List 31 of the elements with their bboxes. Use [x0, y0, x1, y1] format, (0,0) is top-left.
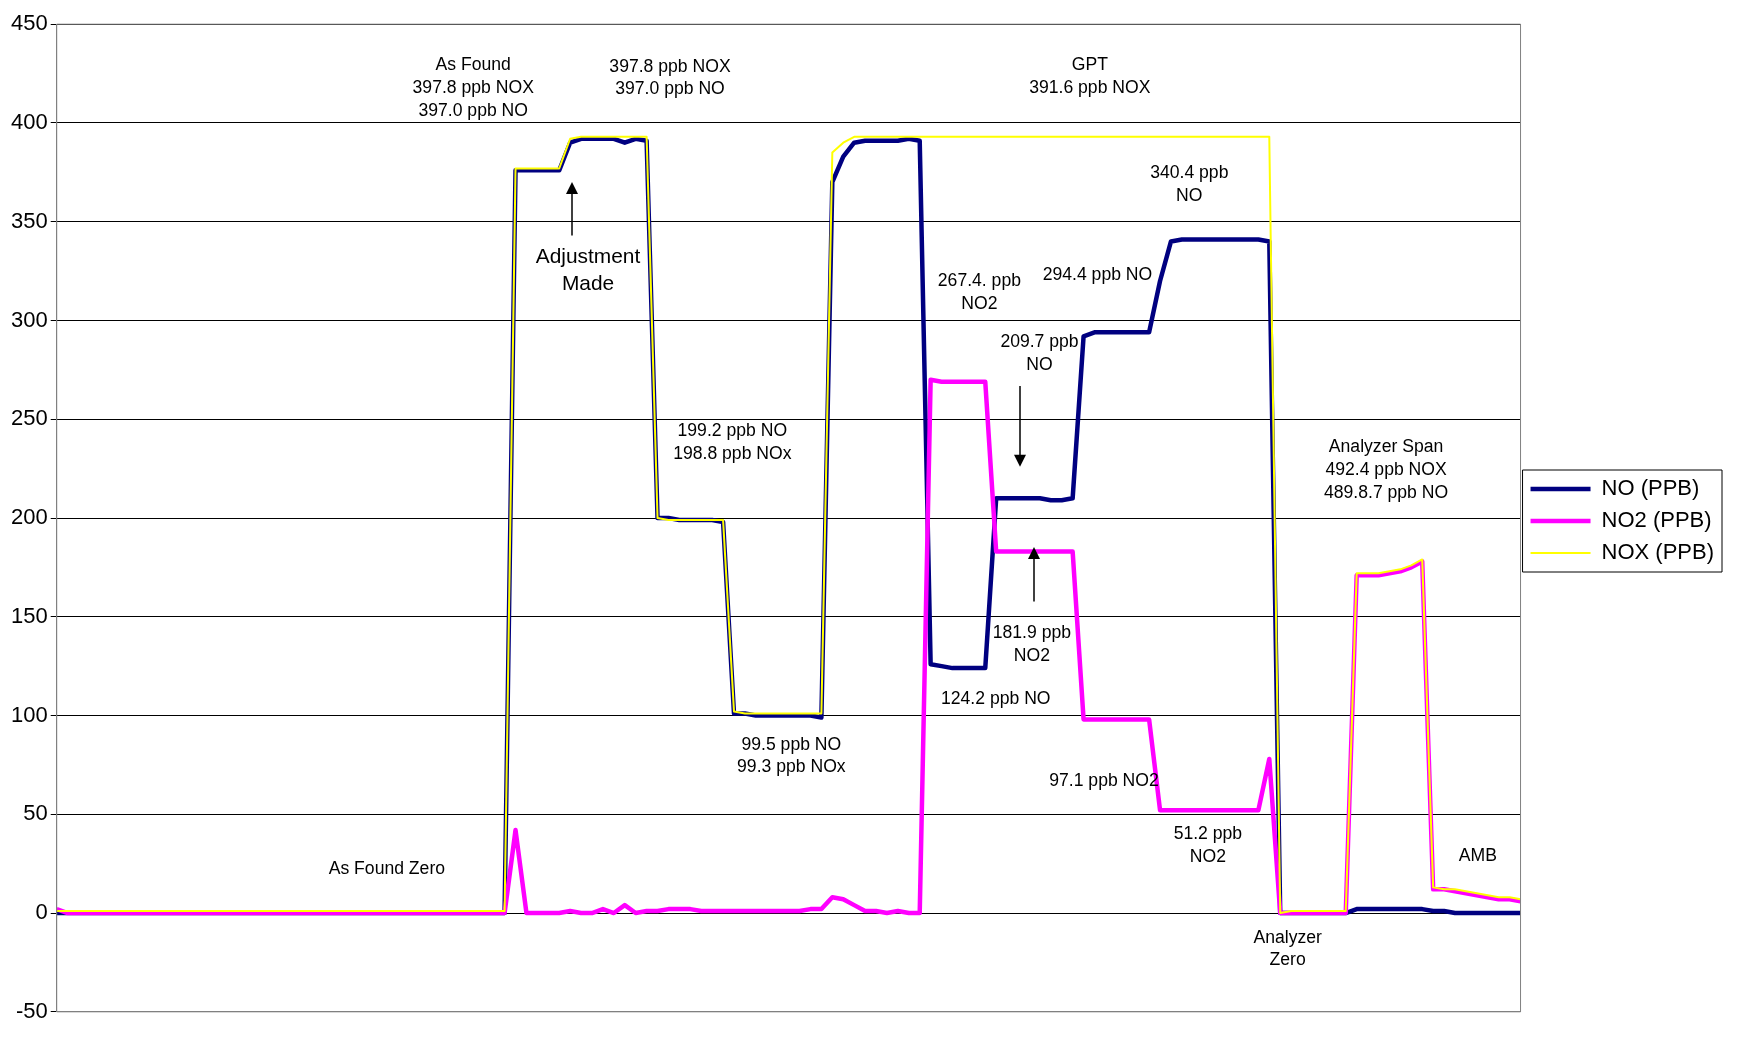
y-tick-label: 250 — [10, 405, 48, 431]
annotation: Adjustment Made — [535, 244, 641, 295]
y-tick-label: 150 — [10, 602, 48, 628]
annotation: AMB — [1458, 844, 1497, 865]
annotation: 209.7 ppb NO — [1000, 331, 1079, 375]
annotation: Analyzer Zero — [1253, 926, 1323, 970]
annotation: GPT 391.6 ppb NOX — [1029, 54, 1151, 98]
annotation: Analyzer Span 492.4 ppb NOX 489.8.7 ppb NO — [1323, 436, 1449, 502]
annotation: As Found 397.8 ppb NOX 397.0 ppb NO — [412, 54, 535, 121]
annotation: 51.2 ppb NO2 — [1173, 822, 1243, 866]
y-tick-label: 350 — [10, 207, 48, 233]
annotation: 124.2 ppb NO — [941, 687, 1051, 708]
y-tick-label: 0 — [35, 899, 48, 925]
y-tick-label: 50 — [23, 800, 48, 826]
annotation: 99.5 ppb NO 99.3 ppb NOx — [737, 733, 846, 777]
annotation: 267.4. ppb NO2 — [937, 270, 1022, 314]
annotation: 199.2 ppb NO 198.8 ppb NOx — [673, 419, 792, 463]
legend-label: NO (PPB) — [1601, 475, 1700, 501]
annotation: 397.8 ppb NOX 397.0 ppb NO — [609, 55, 731, 99]
annotation: 340.4 ppb NO — [1150, 162, 1229, 206]
y-tick-label: 300 — [10, 306, 48, 332]
annotation: 181.9 ppb NO2 — [992, 622, 1072, 666]
y-tick-label: 100 — [10, 701, 48, 727]
annotation: As Found Zero — [328, 857, 446, 878]
y-tick-label: -50 — [15, 997, 48, 1023]
annotation: 294.4 ppb NO — [1042, 263, 1153, 284]
legend-label: NO2 (PPB) — [1601, 507, 1712, 533]
y-tick-label: 200 — [10, 504, 48, 530]
y-tick-label: 450 — [10, 10, 48, 36]
y-tick-label: 400 — [10, 109, 48, 135]
legend-label: NOX (PPB) — [1601, 539, 1715, 565]
